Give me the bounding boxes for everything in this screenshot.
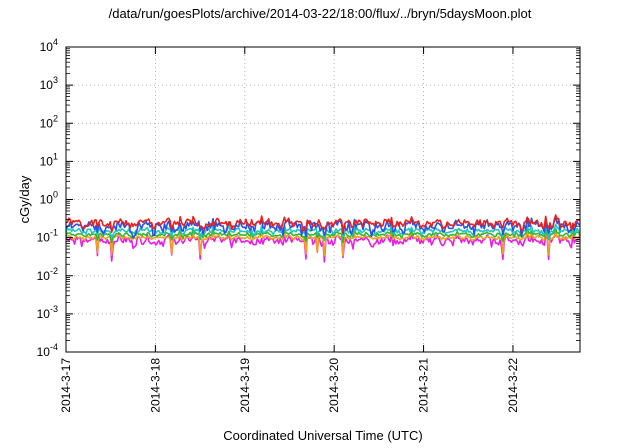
- y-tick-label: 10-1: [37, 228, 58, 245]
- y-axis-ticks: 10-4 10-3 10-2 10-1 100 101 102 103 104: [37, 37, 580, 359]
- y-tick-label: 10-3: [37, 304, 58, 321]
- data-series-line: [65, 227, 581, 244]
- x-axis-label: Coordinated Universal Time (UTC): [223, 428, 423, 443]
- x-tick-label: 2014-3-21: [417, 358, 431, 413]
- y-axis-label: cGy/day: [17, 175, 32, 223]
- y-tick-label: 102: [40, 113, 58, 130]
- x-tick-label: 2014-3-20: [327, 358, 341, 413]
- y-tick-label: 104: [40, 37, 58, 54]
- y-tick-label: 100: [40, 190, 58, 207]
- y-tick-label: 10-4: [37, 342, 58, 359]
- x-tick-label: 2014-3-18: [148, 358, 162, 413]
- x-axis-ticks: 2014-3-17 2014-3-18 2014-3-19 2014-3-20 2014…: [59, 47, 520, 413]
- x-tick-label: 2014-3-19: [238, 358, 252, 413]
- y-tick-label: 103: [40, 75, 58, 92]
- x-tick-label: 2014-3-22: [506, 358, 520, 413]
- x-tick-label: 2014-3-17: [59, 358, 73, 413]
- chart-title: /data/run/goesPlots/archive/2014-03-22/1…: [108, 6, 532, 21]
- series-group: [65, 214, 581, 263]
- y-tick-label: 101: [40, 151, 58, 168]
- data-series-line: [65, 214, 581, 234]
- y-tick-label: 10-2: [37, 266, 58, 283]
- grid-lines: [66, 47, 580, 352]
